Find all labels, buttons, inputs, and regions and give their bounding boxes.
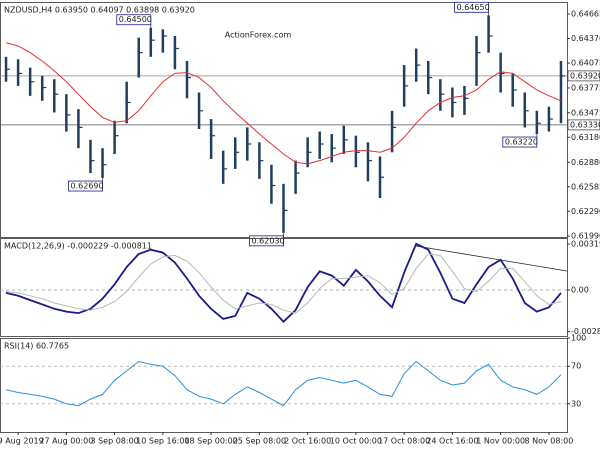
- annotation-label: 0.62690: [71, 182, 104, 191]
- y-tick-label: 0.62585: [571, 182, 600, 191]
- x-tick-label: 18 Sep 00:00: [184, 437, 237, 446]
- panel-frame: [0, 338, 568, 433]
- series-line: [5, 42, 562, 165]
- annotation-label: 0.64650: [457, 3, 490, 12]
- x-tick-label: 19 Aug 2019: [0, 437, 44, 446]
- x-tick-label: 10 Oct 00:00: [330, 437, 382, 446]
- annotation-box: [454, 1, 489, 13]
- y-tick-label: 100: [571, 334, 586, 343]
- annotation-box: [68, 180, 103, 192]
- x-tick-label: 27 Aug 00:00: [39, 437, 93, 446]
- annotation-label: 0.63220: [505, 138, 538, 147]
- y-tick-label: 0.63775: [571, 83, 600, 92]
- trend-line: [415, 245, 568, 272]
- panel-title: MACD(12,26,9) -0.000229 -0.000811: [4, 242, 152, 251]
- y-tick-label: 0.64665: [571, 10, 600, 19]
- x-tick-label: 24 Oct 16:00: [426, 437, 478, 446]
- annotation-box: [116, 14, 152, 26]
- annotation-box: [502, 136, 538, 148]
- x-tick-label: 10 Sep 16:00: [136, 437, 189, 446]
- y-tick-label: 0.61990: [571, 232, 600, 241]
- x-tick-label: 8 Nov 08:00: [524, 437, 573, 446]
- price-box-label: 0.63920: [570, 71, 600, 80]
- y-tick-label: 70: [571, 362, 581, 371]
- price-box: [567, 119, 600, 131]
- price-box: [567, 70, 600, 82]
- series-line: [5, 360, 562, 407]
- panel-frame: [0, 238, 568, 337]
- panel-title: RSI(14) 60.7765: [4, 342, 69, 351]
- annotation-label: 0.64500: [119, 15, 152, 24]
- y-tick-label: 0.00: [571, 286, 589, 295]
- watermark: ActionForex.com: [225, 31, 292, 40]
- price-box-label: 0.63330: [570, 120, 600, 129]
- series-line: [5, 253, 562, 314]
- x-tick-label: 3 Sep 08:00: [90, 437, 138, 446]
- series-line: [5, 242, 562, 323]
- x-tick-label: 17 Oct 08:00: [378, 437, 430, 446]
- y-tick-label: 0.64075: [571, 59, 600, 68]
- annotation-label: 0.62030: [252, 236, 285, 245]
- panel-title: NZDUSD,H4 0.63950 0.64097 0.63898 0.6392…: [4, 6, 195, 15]
- y-tick-label: 30: [571, 399, 581, 408]
- x-tick-label: 2 Oct 16:00: [284, 437, 331, 446]
- x-tick-label: 1 Nov 00:00: [476, 437, 525, 446]
- y-tick-label: -0.002882: [571, 327, 600, 336]
- y-tick-label: 0.003191: [571, 240, 600, 249]
- annotation-box: [249, 235, 284, 247]
- panel-frame: [0, 2, 568, 238]
- y-tick-label: 0.63475: [571, 108, 600, 117]
- x-tick-label: 25 Sep 08:00: [233, 437, 286, 446]
